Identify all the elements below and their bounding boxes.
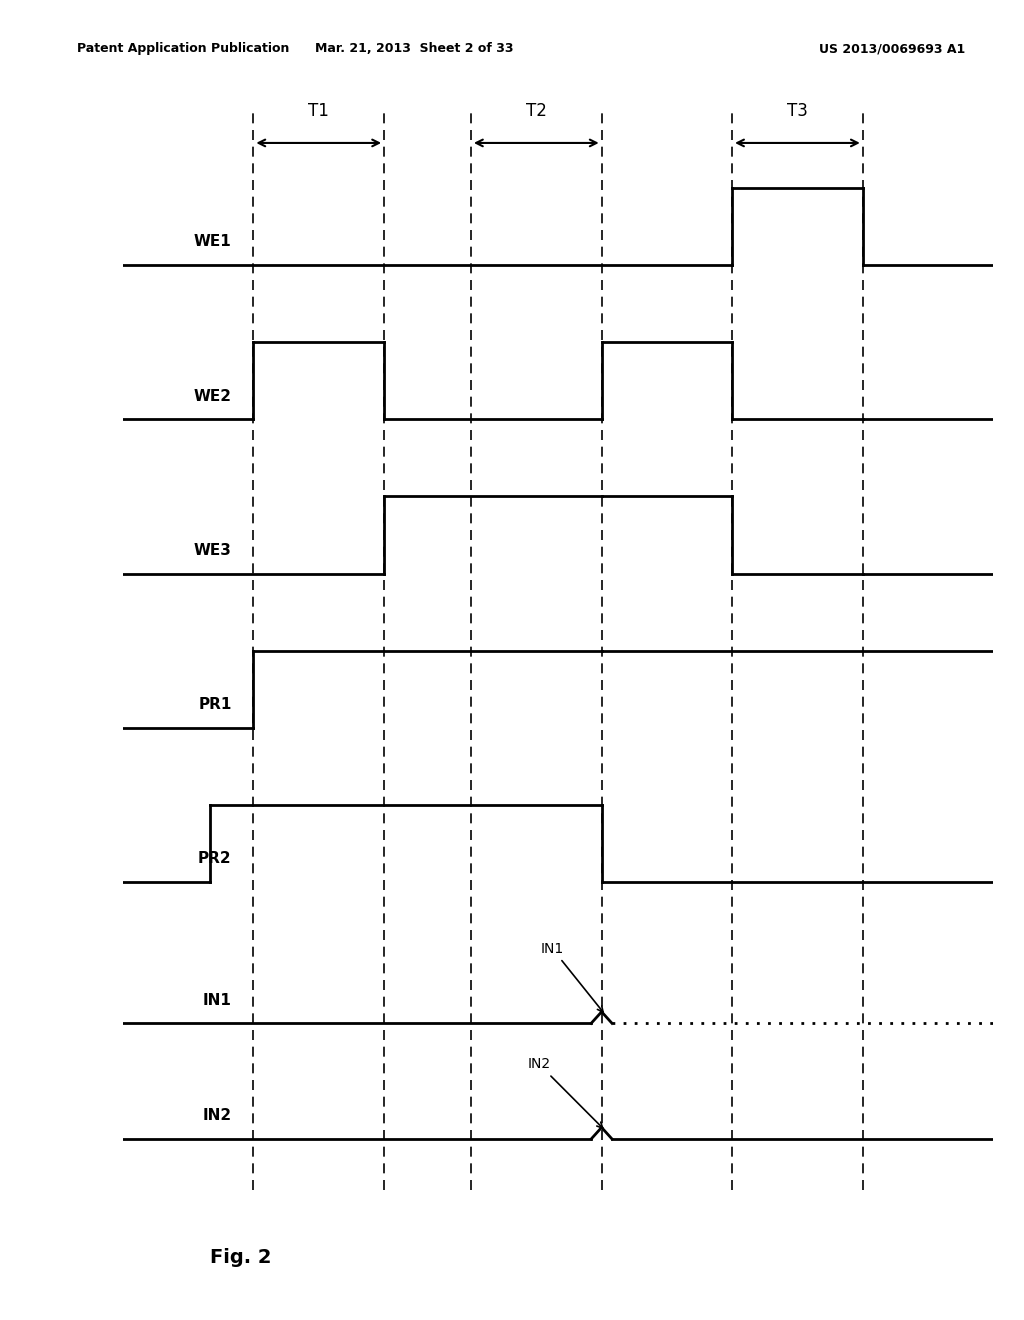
Text: IN2: IN2 xyxy=(203,1109,231,1123)
Text: T1: T1 xyxy=(308,102,329,120)
Text: Patent Application Publication: Patent Application Publication xyxy=(77,42,289,55)
Text: T3: T3 xyxy=(787,102,808,120)
Text: IN2: IN2 xyxy=(527,1057,603,1129)
Text: PR1: PR1 xyxy=(199,697,231,711)
Text: Fig. 2: Fig. 2 xyxy=(210,1249,271,1267)
Text: Mar. 21, 2013  Sheet 2 of 33: Mar. 21, 2013 Sheet 2 of 33 xyxy=(315,42,514,55)
Text: WE1: WE1 xyxy=(194,235,231,249)
Text: T2: T2 xyxy=(526,102,547,120)
Text: IN1: IN1 xyxy=(203,993,231,1007)
Text: WE2: WE2 xyxy=(194,388,231,404)
Text: IN1: IN1 xyxy=(541,941,603,1012)
Text: PR2: PR2 xyxy=(198,851,231,866)
Text: WE3: WE3 xyxy=(194,543,231,558)
Text: US 2013/0069693 A1: US 2013/0069693 A1 xyxy=(819,42,966,55)
